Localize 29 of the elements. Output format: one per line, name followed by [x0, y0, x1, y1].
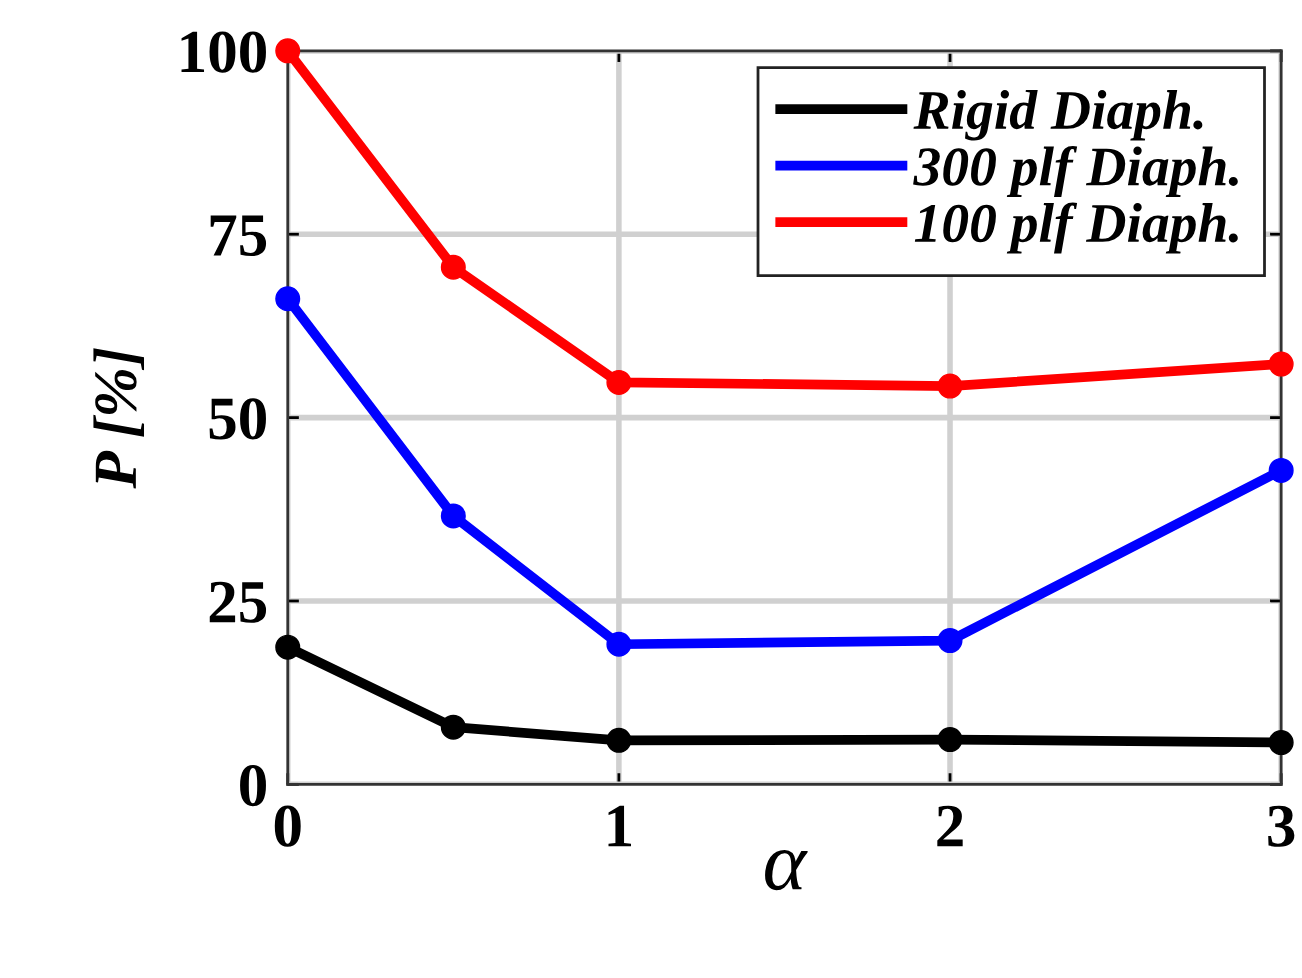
- point: [937, 628, 963, 654]
- point: [275, 286, 301, 312]
- x-axis-title: α: [765, 849, 808, 891]
- x-tick-label: 1: [608, 805, 631, 847]
- point: [606, 369, 632, 395]
- y-tick-label: 0: [240, 764, 266, 807]
- point: [440, 254, 466, 280]
- point: [440, 503, 466, 529]
- point: [1268, 351, 1294, 377]
- point: [606, 631, 632, 657]
- point: [440, 714, 466, 740]
- x-tick-label: 3: [1268, 805, 1295, 847]
- y-tick-label: 25: [209, 581, 267, 623]
- y-tick-label: 50: [209, 398, 266, 440]
- y-tick-label: 75: [210, 215, 267, 257]
- y-tick-label: 100: [181, 31, 266, 73]
- point: [275, 38, 301, 64]
- legend-label: 300 plf Diaph.: [913, 146, 1238, 197]
- point: [1268, 730, 1294, 756]
- y-axis-title: P [%]: [93, 348, 145, 489]
- point: [937, 373, 963, 399]
- point: [1268, 457, 1294, 483]
- legend-label: Rigid Diaph.: [913, 90, 1203, 141]
- point: [275, 634, 301, 660]
- point: [937, 727, 963, 753]
- x-tick-label: 2: [937, 805, 963, 847]
- legend-label: 100 plf Diaph.: [914, 202, 1238, 254]
- x-tick-label: 0: [274, 805, 301, 847]
- point: [606, 727, 632, 753]
